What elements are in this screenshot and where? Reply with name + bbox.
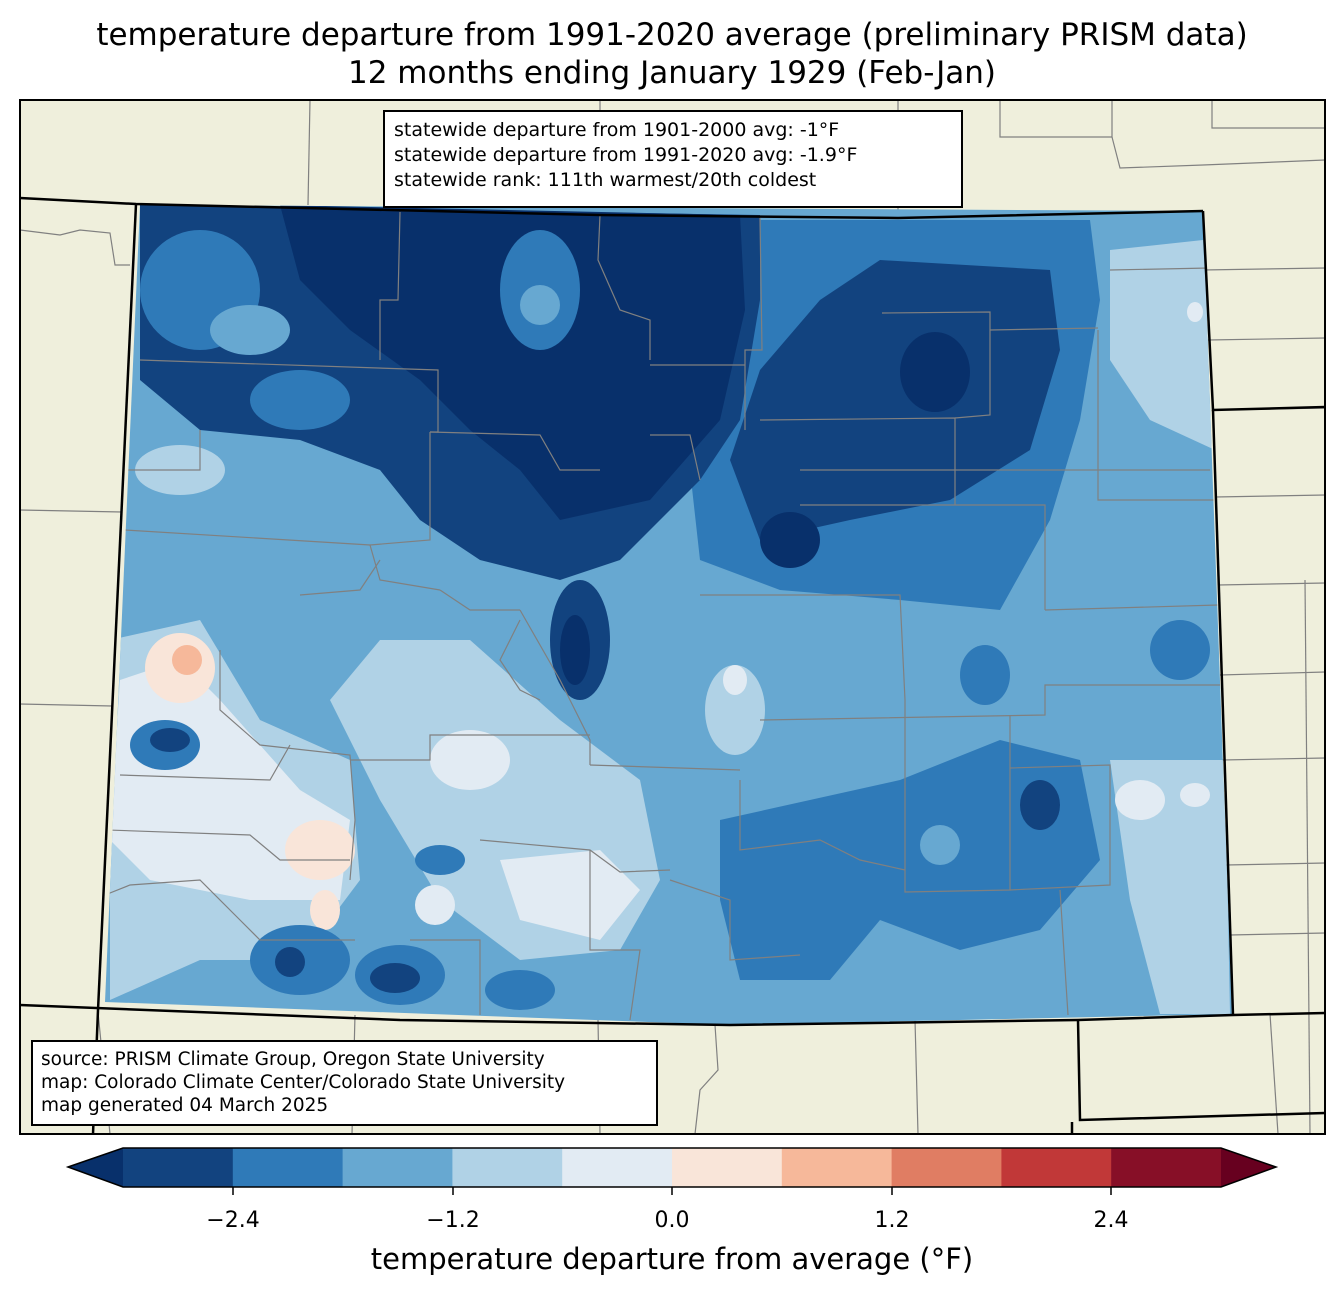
departure-contours xyxy=(105,205,1232,1025)
colorbar-segment xyxy=(452,1148,563,1187)
colorbar-tick-label: 2.4 xyxy=(1093,1208,1129,1233)
colorbar-segment xyxy=(562,1148,673,1187)
colorbar-segment xyxy=(232,1148,344,1187)
colorbar-segment xyxy=(342,1148,453,1187)
colorbar-segment xyxy=(1111,1148,1222,1187)
generated-date: map generated 04 March 2025 xyxy=(41,1095,329,1116)
colorbar-tick-label: 0.0 xyxy=(654,1208,690,1233)
colorbar xyxy=(65,1147,1279,1195)
map-subtitle: 12 months ending January 1929 (Feb-Jan) xyxy=(347,55,996,91)
colorbar-tick-label: −1.2 xyxy=(426,1208,480,1233)
map-frame xyxy=(19,99,1326,1135)
county-lines xyxy=(105,211,1220,1021)
state-boundaries xyxy=(20,196,1325,1134)
colorbar-min-extension xyxy=(68,1148,123,1187)
colorbar-max-extension xyxy=(1221,1148,1276,1187)
colorbar-label: temperature departure from average (°F) xyxy=(370,1242,974,1276)
map-title: temperature departure from 1991-2020 ave… xyxy=(96,17,1248,53)
colorbar-segment xyxy=(672,1148,783,1187)
map-credit: map: Colorado Climate Center/Colorado St… xyxy=(41,1072,566,1093)
colorbar-segment xyxy=(781,1148,893,1187)
source-box: source: PRISM Climate Group, Oregon Stat… xyxy=(31,1040,658,1126)
colorbar-segment xyxy=(1001,1148,1112,1187)
colorbar-segment xyxy=(891,1148,1002,1187)
stats-departure-1901-2000: statewide departure from 1901-2000 avg: … xyxy=(394,119,840,141)
colorbar-segment xyxy=(123,1148,234,1187)
colorbar-tick-label: −2.4 xyxy=(206,1208,260,1233)
source-credit: source: PRISM Climate Group, Oregon Stat… xyxy=(41,1049,545,1070)
statewide-stats-box: statewide departure from 1901-2000 avg: … xyxy=(383,110,963,208)
stats-departure-1991-2020: statewide departure from 1991-2020 avg: … xyxy=(394,144,858,166)
stats-rank: statewide rank: 111th warmest/20th colde… xyxy=(394,169,817,191)
colorbar-tick-label: 1.2 xyxy=(874,1208,910,1233)
